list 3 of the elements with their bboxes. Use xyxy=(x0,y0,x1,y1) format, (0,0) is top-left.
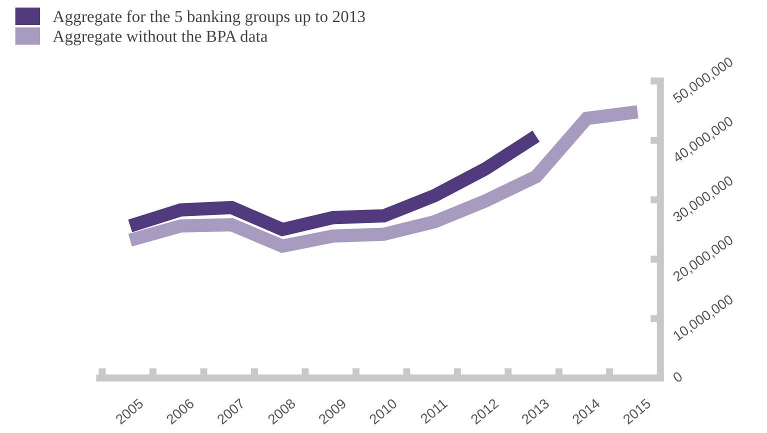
y-tick-label: 0 xyxy=(672,371,684,383)
legend-label: Aggregate for the 5 banking groups up to 2013 xyxy=(52,10,365,26)
legend-label: Aggregate without the BPA data xyxy=(52,30,268,46)
